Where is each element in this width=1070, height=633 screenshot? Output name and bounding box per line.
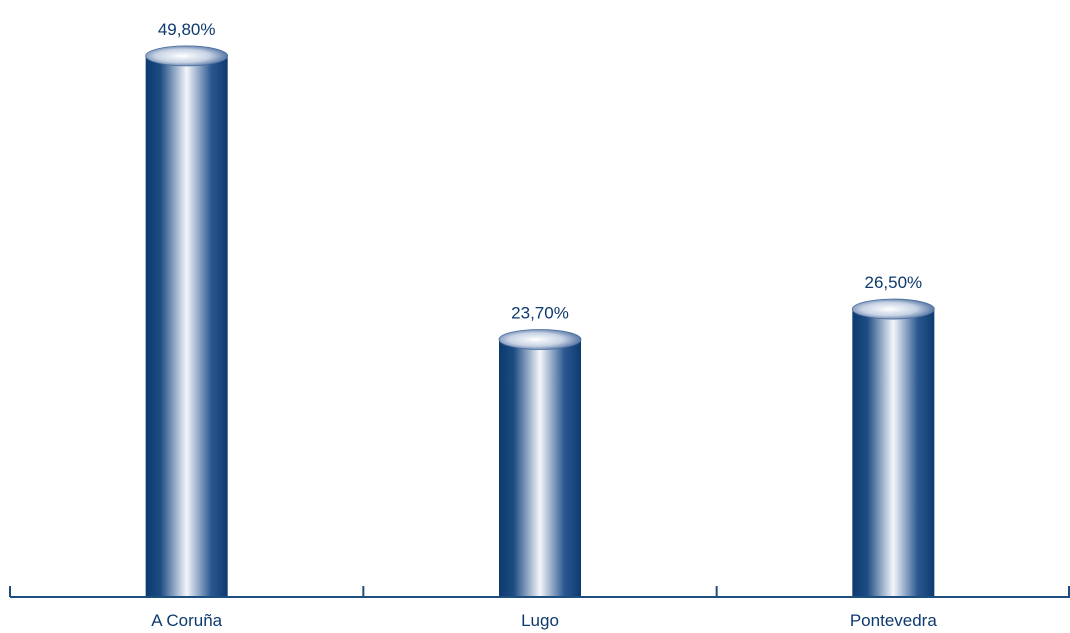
bar-body — [852, 309, 935, 597]
x-axis — [9, 586, 1070, 598]
bar — [851, 298, 935, 597]
bar — [145, 45, 229, 597]
x-tick-label: A Coruña — [151, 611, 222, 630]
data-label: 49,80% — [158, 20, 216, 39]
bar-body — [499, 339, 581, 597]
x-tick-label: Lugo — [521, 611, 559, 630]
bar-body — [145, 55, 228, 597]
bar-cap — [145, 45, 229, 67]
bar-cap — [851, 298, 935, 320]
bar-cap — [498, 329, 582, 350]
data-label: 26,50% — [864, 273, 922, 292]
data-label: 23,70% — [511, 303, 569, 322]
x-tick-label: Pontevedra — [850, 611, 937, 630]
bars-layer — [145, 45, 935, 597]
bar — [498, 329, 582, 597]
labels-layer: 49,80% A Coruña 23,70% Lugo 26,50% Pontevedra — [151, 20, 937, 630]
